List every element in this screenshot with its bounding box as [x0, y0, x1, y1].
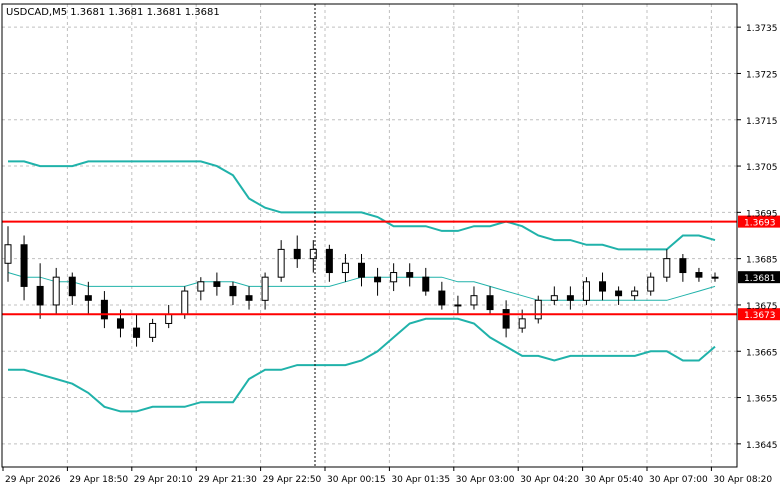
current-price-tag [738, 271, 780, 284]
candle-body [165, 313, 173, 324]
symbol-header: USDCAD,M5 1.3681 1.3681 1.3681 1.3681 [6, 7, 220, 18]
time-axis: 29 Apr 2026 29 Apr 18:50 29 Apr 20:10 29 Ap… [2, 467, 772, 485]
candle-body [599, 281, 607, 292]
price-tick-label: 1.3685 [746, 256, 778, 266]
time-tick-label: 29 Apr 20:10 [134, 475, 193, 485]
price-tick-label: 1.3675 [746, 302, 778, 312]
candle-body [374, 276, 382, 283]
time-tick-label: 30 Apr 05:40 [585, 475, 644, 485]
price-tick-label: 1.3695 [746, 209, 778, 219]
price-tick-label: 1.3665 [746, 348, 778, 358]
candle-body [309, 248, 317, 260]
level-price-label: 1.3693 [744, 219, 776, 229]
candle-body [631, 290, 639, 297]
time-tick-label: 30 Apr 03:00 [456, 475, 515, 485]
plot-frame [1, 3, 738, 468]
candle-body [68, 276, 76, 297]
candle-body [52, 276, 60, 306]
candlesticks [4, 226, 719, 347]
bollinger-upper-line [8, 160, 716, 251]
bollinger-lower-line [8, 317, 716, 413]
candle-body [534, 299, 542, 320]
price-tick-label: 1.3725 [746, 70, 778, 80]
candle-body [695, 272, 703, 278]
level-price-tag [738, 215, 780, 228]
candle-body [213, 281, 221, 287]
candle-body [486, 295, 494, 311]
level-price-tag [738, 308, 780, 321]
candle-body [663, 258, 671, 278]
candle-body [358, 262, 365, 278]
current-price-label: 1.3681 [744, 274, 776, 284]
candle-body [582, 281, 590, 301]
time-tick-label: 30 Apr 00:15 [327, 475, 386, 485]
candle-body [422, 276, 430, 292]
candle-body [679, 258, 687, 274]
time-tick-label: 29 Apr 22:50 [263, 475, 322, 485]
price-tick-label: 1.3735 [746, 24, 778, 34]
candle-body [470, 295, 478, 306]
candle-body [454, 304, 462, 307]
time-tick-label: 30 Apr 04:20 [520, 475, 579, 485]
candle-body [181, 290, 189, 315]
candle-body [277, 248, 285, 278]
candle-body [518, 318, 526, 329]
candle-body [261, 276, 269, 301]
price-tick-label: 1.3705 [746, 163, 778, 173]
time-tick-label: 30 Apr 08:20 [713, 475, 772, 485]
candle-body [4, 244, 12, 264]
candle-body [20, 244, 28, 287]
level-price-label: 1.3673 [744, 311, 776, 321]
candle-body [36, 285, 44, 306]
price-tick-label: 1.3655 [746, 395, 778, 405]
time-tick-label: 30 Apr 07:00 [649, 475, 708, 485]
candle-body [406, 272, 414, 278]
candle-body [229, 285, 237, 297]
candle-body [100, 299, 108, 320]
candle-body [245, 295, 253, 301]
candle-body [647, 276, 655, 292]
candle-body [133, 327, 141, 338]
candle-body [711, 276, 719, 279]
candle-body [390, 272, 398, 283]
candle-body [550, 295, 558, 301]
candle-body [502, 309, 510, 329]
candle-body [615, 290, 623, 297]
candle-body [566, 295, 574, 301]
horizontal-levels[interactable]: 1.3693 1.3673 [2, 215, 780, 322]
candle-body [116, 318, 124, 329]
candle-body [197, 281, 205, 292]
candle-body [149, 322, 157, 338]
time-tick-label: 30 Apr 01:35 [391, 475, 450, 485]
candle-body [438, 290, 446, 306]
candle-body [293, 248, 301, 260]
time-tick-label: 29 Apr 2026 [5, 475, 61, 485]
candle-body [325, 248, 333, 274]
grid [2, 4, 737, 467]
candle-body [84, 295, 92, 301]
candle-body [341, 262, 349, 274]
time-tick-label: 29 Apr 18:50 [69, 475, 128, 485]
price-axis: 1.3735 1.3725 1.3715 1.3705 1.3695 1.3685 1.36… [737, 24, 780, 451]
time-tick-label: 29 Apr 21:30 [198, 475, 257, 485]
price-tick-label: 1.3715 [746, 117, 778, 127]
price-tick-label: 1.3645 [746, 441, 778, 451]
